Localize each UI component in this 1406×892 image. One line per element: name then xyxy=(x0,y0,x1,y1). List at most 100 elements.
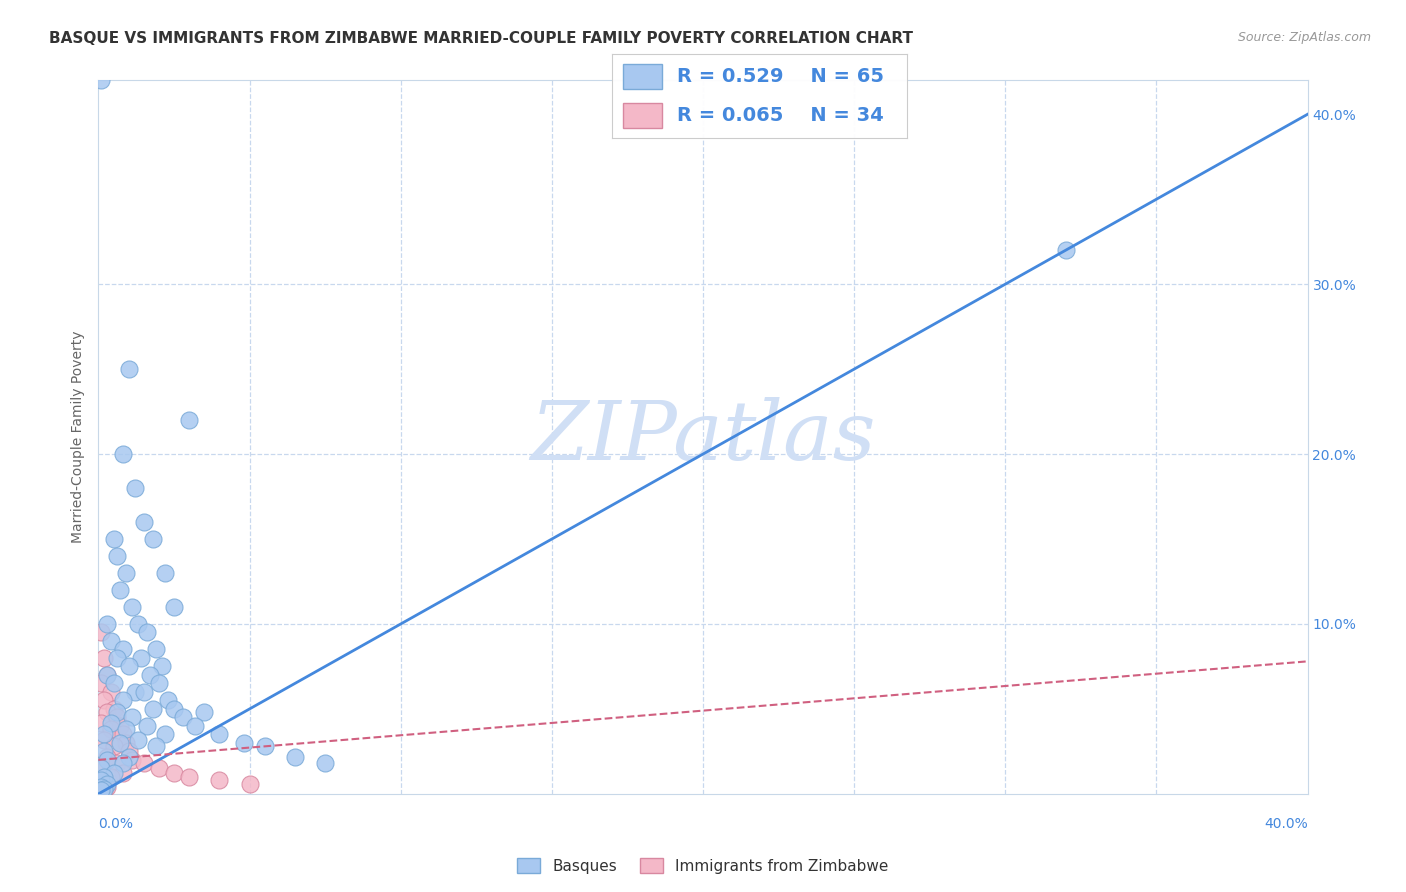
Point xyxy=(156,693,179,707)
Text: R = 0.065    N = 34: R = 0.065 N = 34 xyxy=(676,106,883,125)
Point xyxy=(93,693,115,707)
Point xyxy=(103,676,125,690)
FancyBboxPatch shape xyxy=(623,103,662,128)
Point xyxy=(93,744,115,758)
Point xyxy=(108,736,131,750)
Point xyxy=(118,744,141,758)
Point xyxy=(105,706,128,720)
Point xyxy=(172,710,194,724)
Point xyxy=(111,727,134,741)
Point xyxy=(96,749,118,764)
Point xyxy=(93,783,115,797)
Point xyxy=(93,732,115,747)
Point xyxy=(129,651,152,665)
Point xyxy=(135,625,157,640)
Point xyxy=(253,739,276,754)
Point xyxy=(90,715,112,730)
Point xyxy=(121,599,143,614)
Point xyxy=(150,659,173,673)
Point xyxy=(153,566,176,580)
Point xyxy=(111,642,134,657)
Point xyxy=(96,706,118,720)
Point xyxy=(208,773,231,788)
Point xyxy=(90,625,112,640)
Point xyxy=(100,770,122,784)
Point xyxy=(90,773,112,788)
Point xyxy=(96,668,118,682)
Point xyxy=(108,582,131,597)
Point xyxy=(100,715,122,730)
Point xyxy=(124,685,146,699)
Point xyxy=(184,719,207,733)
Point xyxy=(1054,243,1077,257)
Point xyxy=(93,651,115,665)
Point xyxy=(132,685,155,699)
Point xyxy=(142,702,165,716)
Point xyxy=(103,532,125,546)
Text: 40.0%: 40.0% xyxy=(1264,817,1308,830)
Point xyxy=(105,710,128,724)
Point xyxy=(105,756,128,771)
Point xyxy=(90,761,112,775)
Point xyxy=(108,719,131,733)
Point xyxy=(103,702,125,716)
FancyBboxPatch shape xyxy=(623,63,662,89)
Point xyxy=(96,617,118,632)
Legend: Basques, Immigrants from Zimbabwe: Basques, Immigrants from Zimbabwe xyxy=(512,852,894,880)
Point xyxy=(148,676,170,690)
Point xyxy=(93,770,115,784)
Point xyxy=(132,515,155,529)
Text: 0.0%: 0.0% xyxy=(98,817,134,830)
Point xyxy=(105,651,128,665)
Point xyxy=(232,736,254,750)
Point xyxy=(100,634,122,648)
Point xyxy=(132,756,155,771)
Point xyxy=(111,766,134,780)
Point xyxy=(96,668,118,682)
Text: R = 0.529    N = 65: R = 0.529 N = 65 xyxy=(676,67,883,86)
Point xyxy=(142,532,165,546)
Point xyxy=(127,617,149,632)
Point xyxy=(121,710,143,724)
Point xyxy=(100,685,122,699)
Point xyxy=(114,736,136,750)
Point xyxy=(118,749,141,764)
Point xyxy=(111,756,134,771)
Point xyxy=(127,732,149,747)
Point xyxy=(96,777,118,791)
Point xyxy=(314,756,336,771)
Point xyxy=(105,549,128,563)
Point xyxy=(90,780,112,794)
Point xyxy=(124,481,146,495)
Point xyxy=(135,719,157,733)
Text: Source: ZipAtlas.com: Source: ZipAtlas.com xyxy=(1237,31,1371,45)
Point xyxy=(163,702,186,716)
Y-axis label: Married-Couple Family Poverty: Married-Couple Family Poverty xyxy=(72,331,86,543)
Point xyxy=(118,362,141,376)
Point xyxy=(179,770,201,784)
Point xyxy=(103,766,125,780)
Point xyxy=(114,566,136,580)
Point xyxy=(93,773,115,788)
Point xyxy=(93,727,115,741)
Point xyxy=(118,659,141,673)
Point xyxy=(96,780,118,794)
Point xyxy=(145,739,167,754)
Point xyxy=(90,676,112,690)
Text: ZIPatlas: ZIPatlas xyxy=(530,397,876,477)
Point xyxy=(193,706,215,720)
Point xyxy=(103,739,125,754)
Point xyxy=(163,766,186,780)
Point xyxy=(90,783,112,797)
Point xyxy=(111,693,134,707)
Point xyxy=(114,723,136,737)
Point xyxy=(179,413,201,427)
Point xyxy=(139,668,162,682)
Point xyxy=(90,781,112,796)
Text: BASQUE VS IMMIGRANTS FROM ZIMBABWE MARRIED-COUPLE FAMILY POVERTY CORRELATION CHA: BASQUE VS IMMIGRANTS FROM ZIMBABWE MARRI… xyxy=(49,31,914,46)
Point xyxy=(111,447,134,461)
Point xyxy=(145,642,167,657)
Point xyxy=(96,753,118,767)
Point xyxy=(284,749,307,764)
Point xyxy=(239,777,262,791)
